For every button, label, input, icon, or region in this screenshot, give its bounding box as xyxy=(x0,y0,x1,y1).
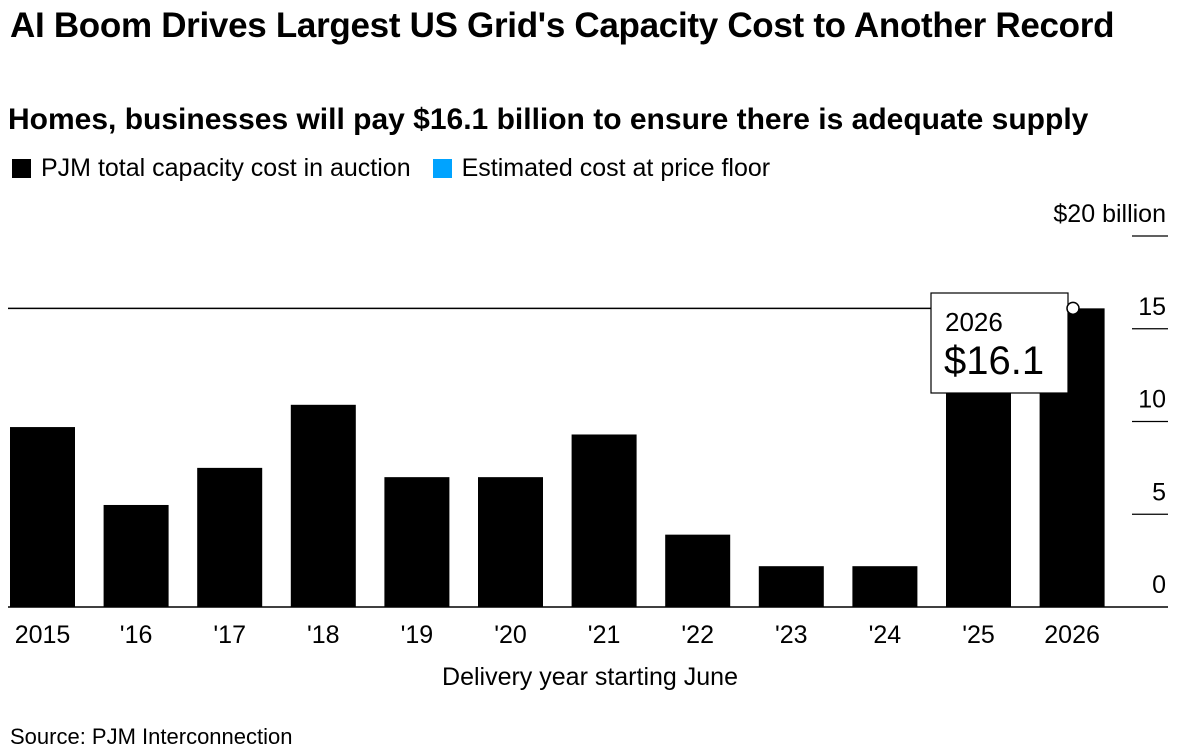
bar-7 xyxy=(665,534,731,607)
x-tick-label: '25 xyxy=(962,621,995,649)
y-tick-label: 15 xyxy=(1138,293,1166,321)
x-tick-label: '19 xyxy=(401,621,434,649)
x-tick-label: '22 xyxy=(681,621,714,649)
annotation-marker xyxy=(1066,301,1080,316)
legend-swatch-price-floor xyxy=(432,158,452,178)
y-tick-label: 10 xyxy=(1138,386,1166,414)
x-tick-label: '18 xyxy=(307,621,340,649)
x-tick-label: '24 xyxy=(869,621,902,649)
legend-label-price-floor: Estimated cost at price floor xyxy=(461,154,771,182)
bar-0 xyxy=(10,427,75,607)
annotation-value: $16.1 xyxy=(944,339,1044,383)
bar-5 xyxy=(478,477,543,607)
bar-2 xyxy=(197,467,263,607)
bar-9 xyxy=(852,566,918,607)
x-tick-label: '21 xyxy=(588,621,621,649)
x-axis-title: Delivery year starting June xyxy=(442,663,738,691)
annotation-box xyxy=(930,292,1069,394)
chart-subtitle: Homes, businesses will pay $16.1 billion… xyxy=(8,103,1089,136)
bar-8 xyxy=(758,566,824,607)
x-tick-label: '23 xyxy=(775,621,808,649)
x-tick-label: 2026 xyxy=(1044,621,1100,649)
y-tick-label: 5 xyxy=(1152,478,1166,506)
bar-4 xyxy=(384,477,450,607)
bar-1 xyxy=(103,504,169,607)
bar-6 xyxy=(571,434,637,607)
bar-3 xyxy=(290,404,356,607)
chart-title: AI Boom Drives Largest US Grid's Capacit… xyxy=(10,6,1115,45)
x-tick-label: '20 xyxy=(494,621,527,649)
y-tick-label: 0 xyxy=(1152,571,1166,599)
legend-swatch-auction xyxy=(12,158,31,178)
legend: PJM total capacity cost in auction Estim… xyxy=(12,152,792,184)
x-tick-label: '17 xyxy=(213,621,246,649)
y-tick-label: $20 billion xyxy=(1053,200,1166,228)
x-tick-label: '16 xyxy=(120,621,153,649)
x-tick-label: 2015 xyxy=(15,621,71,649)
legend-label-auction: PJM total capacity cost in auction xyxy=(41,154,411,182)
legend-item-price-floor: Estimated cost at price floor xyxy=(432,152,771,184)
source-note: Source: PJM Interconnection xyxy=(10,724,293,749)
annotation-year: 2026 xyxy=(945,307,1003,337)
legend-item-auction: PJM total capacity cost in auction xyxy=(12,152,411,184)
